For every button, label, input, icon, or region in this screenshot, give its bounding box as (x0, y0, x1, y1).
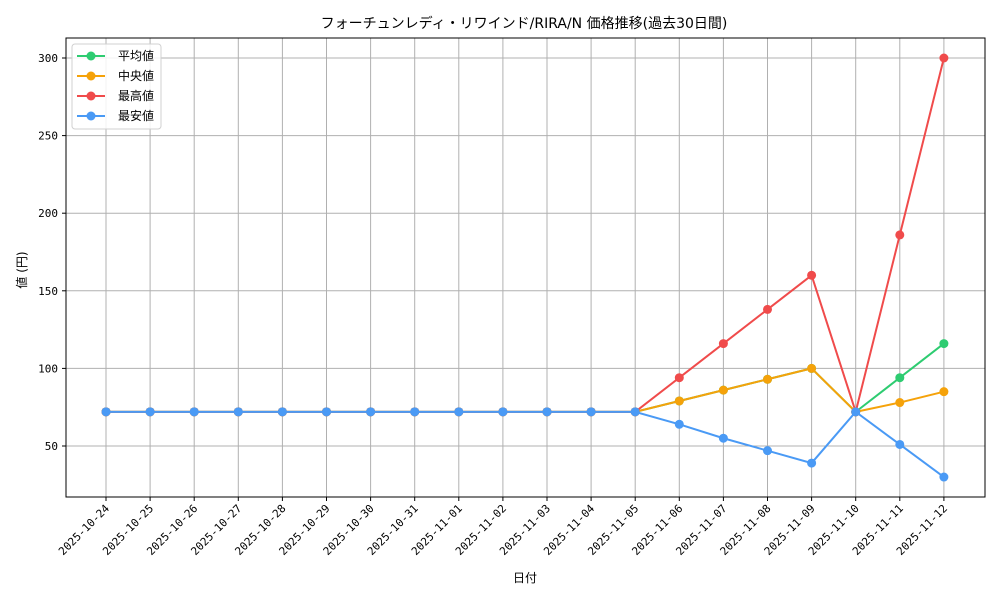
y-tick-label: 200 (38, 207, 58, 220)
legend-label: 最高値 (118, 88, 154, 103)
legend-item: 最高値 (77, 88, 154, 103)
series-lines (101, 53, 949, 482)
y-tick-label: 150 (38, 285, 58, 298)
legend-label: 中央値 (118, 68, 154, 83)
legend-label: 最安値 (118, 108, 154, 123)
y-axis-ticks: 50 100 150 200 250 300 (38, 52, 66, 453)
legend-item: 中央値 (77, 68, 154, 83)
plot-frame (65, 37, 986, 498)
series-中央値 (101, 363, 949, 417)
y-tick-label: 50 (45, 440, 58, 453)
x-axis-ticks: 2025-10-242025-10-252025-10-262025-10-27… (56, 497, 950, 558)
chart-title: フォーチュンレディ・リワインド/RIRA/N 価格推移(過去30日間) (321, 15, 728, 32)
y-tick-label: 100 (38, 362, 58, 375)
x-axis-label: 日付 (513, 571, 537, 585)
y-axis-label: 値 (円) (14, 251, 29, 288)
grid-lines (66, 38, 985, 497)
series-最高値 (101, 53, 949, 417)
y-tick-label: 250 (38, 130, 58, 143)
legend-label: 平均値 (118, 48, 154, 63)
legend-item: 平均値 (77, 48, 154, 63)
legend-item: 最安値 (77, 108, 154, 123)
y-tick-label: 300 (38, 52, 58, 65)
series-最安値 (101, 407, 949, 482)
